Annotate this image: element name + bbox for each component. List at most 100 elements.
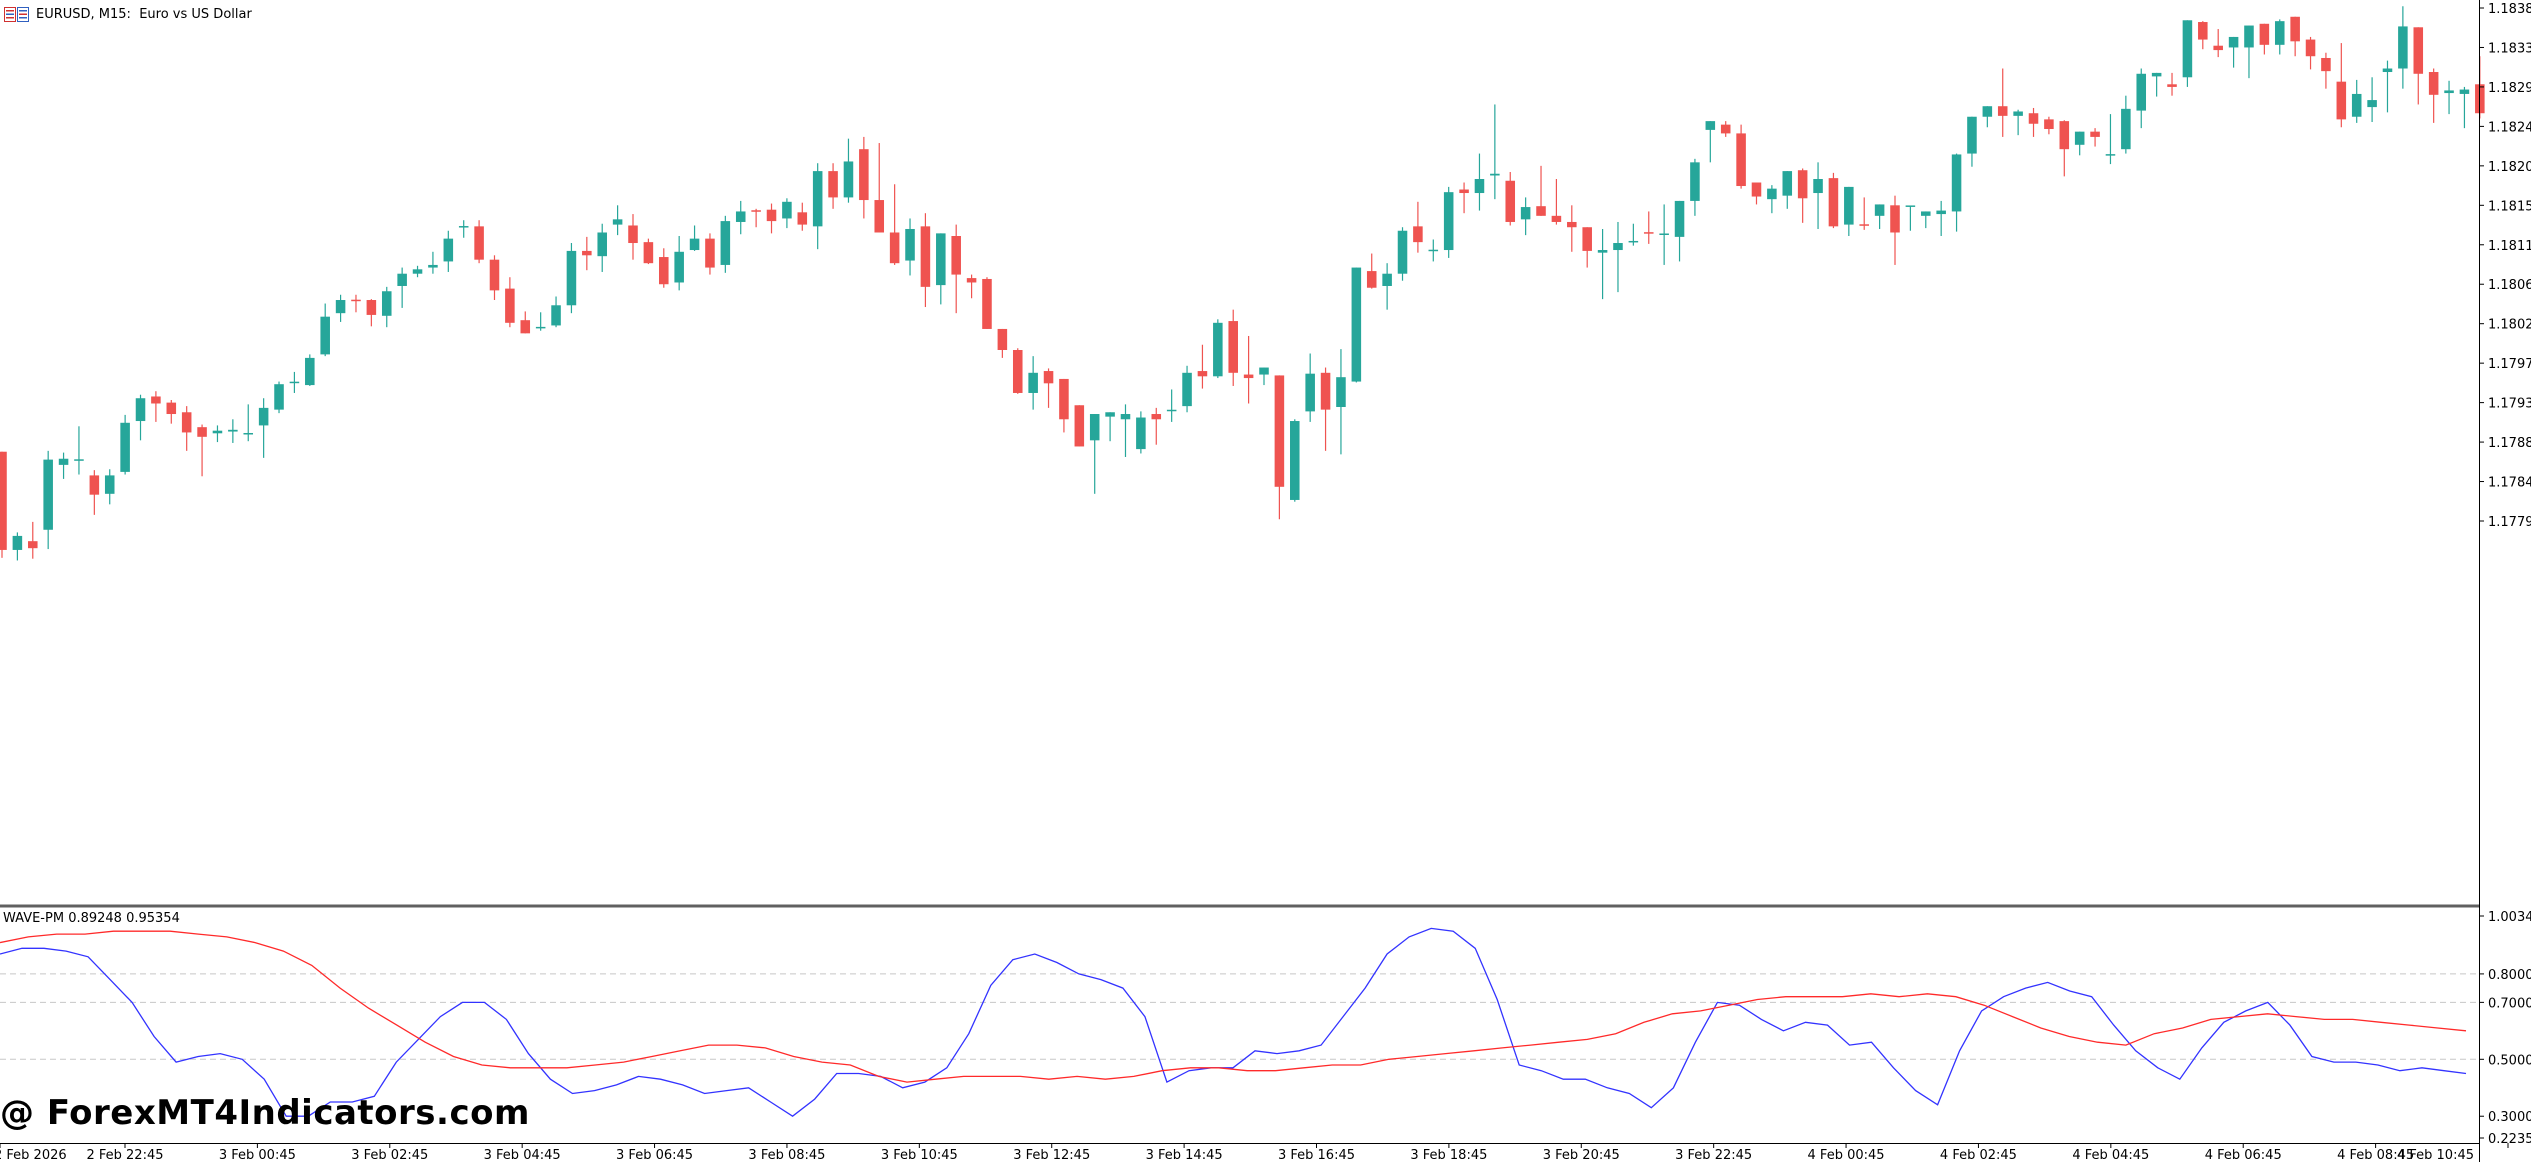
candle [797, 202, 808, 231]
bear-candle-body [1151, 414, 1162, 420]
bear-candle-body [659, 257, 669, 285]
candle [1305, 353, 1315, 422]
bull-candle-body [1259, 367, 1269, 375]
candle [1567, 205, 1577, 252]
time-tick-label: 3 Feb 00:45 [219, 1148, 296, 1162]
candle [104, 469, 115, 505]
bear-candle-body [1890, 205, 1900, 233]
candle [689, 225, 700, 251]
candle [1197, 344, 1208, 389]
bear-candle-body [828, 171, 838, 198]
time-tick-label: 3 Feb 14:45 [1146, 1148, 1223, 1162]
bear-candle-body [474, 226, 484, 260]
price-tick-label: 1.18110 [2488, 239, 2531, 254]
bear-candle-body [1459, 189, 1469, 194]
candle [1905, 205, 1916, 231]
price-tick-label: 1.18155 [2488, 199, 2531, 214]
time-tick-label: 3 Feb 20:45 [1543, 1148, 1620, 1162]
candle [1936, 200, 1946, 236]
bull-candle-body [120, 422, 130, 472]
candle [1474, 153, 1485, 211]
candle [751, 208, 761, 228]
candle [2444, 80, 2454, 115]
price-tick-label: 1.18380 [2488, 2, 2531, 17]
candle [1628, 223, 1639, 246]
bull-candle-body [2136, 73, 2147, 111]
time-tick-label: 4 Feb 10:45 [2397, 1148, 2474, 1162]
candle [2182, 20, 2193, 87]
bear-candle-body [2290, 16, 2300, 42]
candle [1397, 227, 1408, 281]
candle [2336, 43, 2347, 128]
bull-candle-body [381, 291, 392, 316]
bull-candle-body [2244, 25, 2254, 48]
bear-candle-body [1736, 133, 1746, 187]
bull-candle-body [2274, 21, 2285, 45]
candle [2136, 68, 2147, 129]
candle [1597, 228, 1608, 300]
candle [2228, 36, 2239, 68]
bull-candle-body [1628, 240, 1639, 243]
bear-candle-body [2044, 119, 2054, 130]
candle [905, 218, 915, 276]
bear-candle-body [1074, 405, 1085, 447]
bull-candle-body [1520, 207, 1531, 220]
candle [936, 233, 946, 305]
bull-candle-body [258, 407, 269, 426]
candle [2290, 16, 2300, 57]
bull-candle-body [1105, 412, 1115, 417]
candle [812, 163, 823, 250]
bull-candle-body [1705, 121, 1716, 130]
candle [151, 391, 161, 422]
bull-candle-body [320, 316, 330, 355]
bull-candle-body [551, 305, 561, 326]
bull-candle-body [2382, 68, 2393, 73]
bull-candle-body [612, 219, 623, 225]
bear-candle-body [2028, 113, 2039, 124]
bear-candle-body [797, 212, 808, 225]
candle [428, 251, 438, 274]
bull-candle-body [1936, 210, 1946, 215]
bear-candle-body [920, 226, 931, 287]
bear-candle-body [628, 225, 638, 244]
price-axis: 1.18380 1.18335 1.18290 1.18245 1.18200 1.181… [2479, 2, 2531, 530]
candle [2244, 25, 2254, 79]
symbol-title: EURUSD, M15: Euro vs US Dollar [36, 7, 252, 22]
candlestick-series [0, 6, 2485, 561]
candle [1320, 367, 1331, 451]
bear-candle-body [1228, 321, 1238, 373]
bull-candle-body [1844, 186, 1854, 225]
bear-candle-body [151, 396, 161, 404]
candle [782, 198, 792, 229]
candle [258, 398, 269, 458]
candle [1336, 349, 1346, 455]
wave-pm-lines [0, 927, 2467, 1117]
price-tick-label: 1.18245 [2488, 120, 2531, 135]
candle [1690, 158, 1700, 216]
candle [1428, 239, 1439, 262]
candle [1059, 378, 1069, 433]
bull-candle-body [1690, 162, 1700, 201]
bull-candle-body [12, 535, 23, 550]
price-tick-label: 1.18020 [2488, 318, 2531, 333]
bull-candle-body [1490, 173, 1500, 176]
indicator-tick-label: 1.00343 [2488, 910, 2531, 925]
bull-candle-body [289, 381, 300, 384]
candle [135, 394, 146, 441]
bull-candle-body [2351, 93, 2362, 117]
candle [1520, 197, 1531, 236]
bear-candle-body [1582, 227, 1592, 251]
bull-candle-body [1597, 250, 1608, 253]
bull-candle-body [428, 264, 438, 268]
candle [1290, 419, 1300, 502]
candle [1536, 165, 1546, 216]
bear-candle-body [2336, 81, 2347, 120]
candle [1089, 414, 1100, 494]
time-tick-label: 4 Feb 04:45 [2072, 1148, 2149, 1162]
candle [381, 286, 392, 328]
bull-candle-body [2151, 72, 2162, 77]
candle [1274, 375, 1285, 520]
